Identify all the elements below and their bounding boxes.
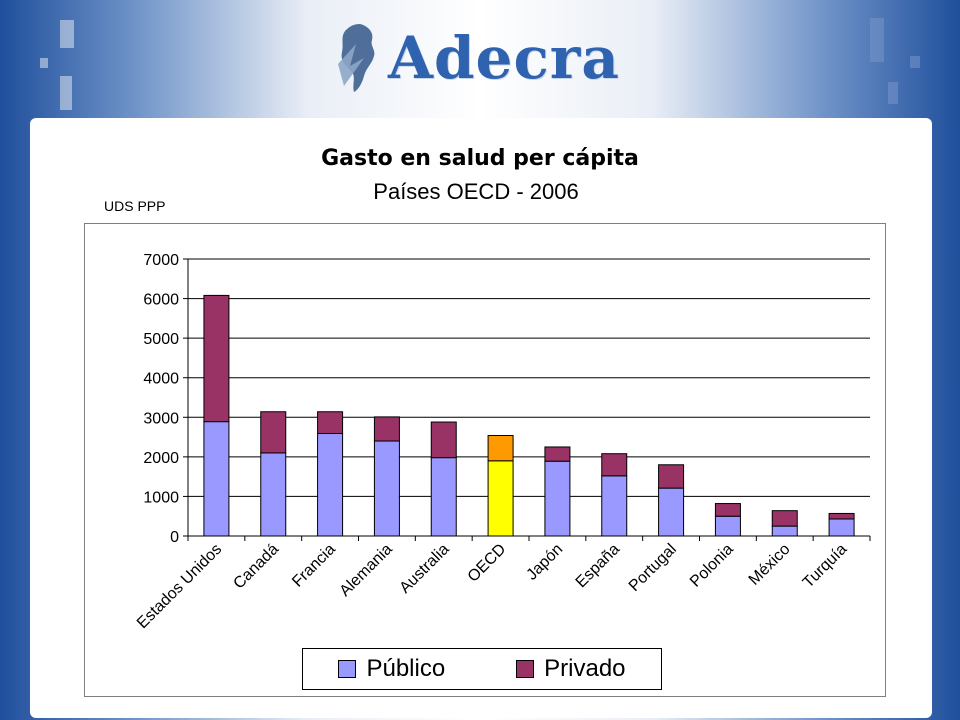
bar-private (317, 411, 344, 435)
decor-square (40, 58, 48, 68)
decor-square (910, 56, 920, 68)
x-tick-label: Turquía (800, 541, 851, 592)
y-tick-label: 5000 (143, 331, 179, 348)
bar-private (260, 411, 287, 454)
legend-item-private: Privado (516, 655, 626, 683)
bar-private (714, 503, 741, 517)
bar-public (601, 475, 628, 537)
bar-private (544, 446, 571, 462)
bar-public (430, 457, 457, 537)
decor-square (888, 82, 898, 104)
bar-chart: 0 1000 2000 3000 4000 5000 6000 7000 Estados Uni… (134, 252, 871, 632)
bar-public (373, 440, 400, 537)
legend-label-private: Privado (544, 655, 626, 682)
bar-public (658, 487, 685, 537)
bar-private (203, 294, 230, 423)
bar-private (487, 434, 514, 462)
bar-public (828, 518, 855, 537)
y-tick-label: 3000 (143, 410, 179, 427)
x-tick-label: México (746, 541, 794, 589)
chart-area: 0 1000 2000 3000 4000 5000 6000 7000 Estados Uni… (84, 223, 886, 697)
bar-private (658, 464, 685, 489)
x-tick-label: OECD (465, 541, 510, 586)
y-tick-label: 7000 (143, 252, 179, 269)
bar-public (260, 452, 287, 537)
continent-map-icon (338, 24, 375, 92)
brand-logo: Adecra (330, 18, 620, 98)
bar-public (544, 460, 571, 537)
x-tick-label: Francia (289, 541, 339, 591)
bar-public (487, 460, 514, 537)
bar-private (771, 510, 798, 527)
y-tick-label: 4000 (143, 371, 179, 388)
bar-public (771, 525, 798, 537)
legend-swatch-public (338, 660, 357, 678)
decor-square (60, 76, 72, 110)
decor-square (870, 18, 884, 62)
bar-public (203, 421, 230, 537)
x-tick-label: Estados Unidos (134, 541, 225, 632)
x-tick-label: Polonia (687, 541, 737, 591)
bar-private (430, 421, 457, 459)
x-tick-label: Portugal (626, 541, 680, 595)
decor-square (60, 20, 74, 48)
bar-public (714, 515, 741, 537)
y-tick-label: 0 (170, 529, 179, 546)
x-tick-label: Alemania (337, 541, 396, 600)
x-tick-label: España (573, 541, 623, 591)
legend-label-public: Público (366, 655, 446, 682)
y-axis-unit-label: UDS PPP (104, 198, 166, 214)
x-tick-label: Canadá (230, 541, 282, 593)
chart-subtitle: Países OECD - 2006 (373, 179, 579, 204)
bar-private (601, 453, 628, 477)
bar-private (373, 416, 400, 442)
y-tick-label: 2000 (143, 450, 179, 467)
bar-private (828, 512, 855, 520)
x-tick-label: Japón (523, 541, 566, 584)
legend: Público Privado (302, 648, 662, 690)
y-tick-label: 6000 (143, 292, 179, 309)
x-tick-label: Australia (397, 541, 453, 597)
logo-text: Adecra (388, 24, 620, 92)
bar-public (317, 433, 344, 537)
legend-swatch-private (516, 660, 535, 678)
y-tick-label: 1000 (143, 489, 179, 506)
legend-item-public: Público (338, 655, 445, 683)
chart-title: Gasto en salud per cápita (321, 146, 639, 171)
